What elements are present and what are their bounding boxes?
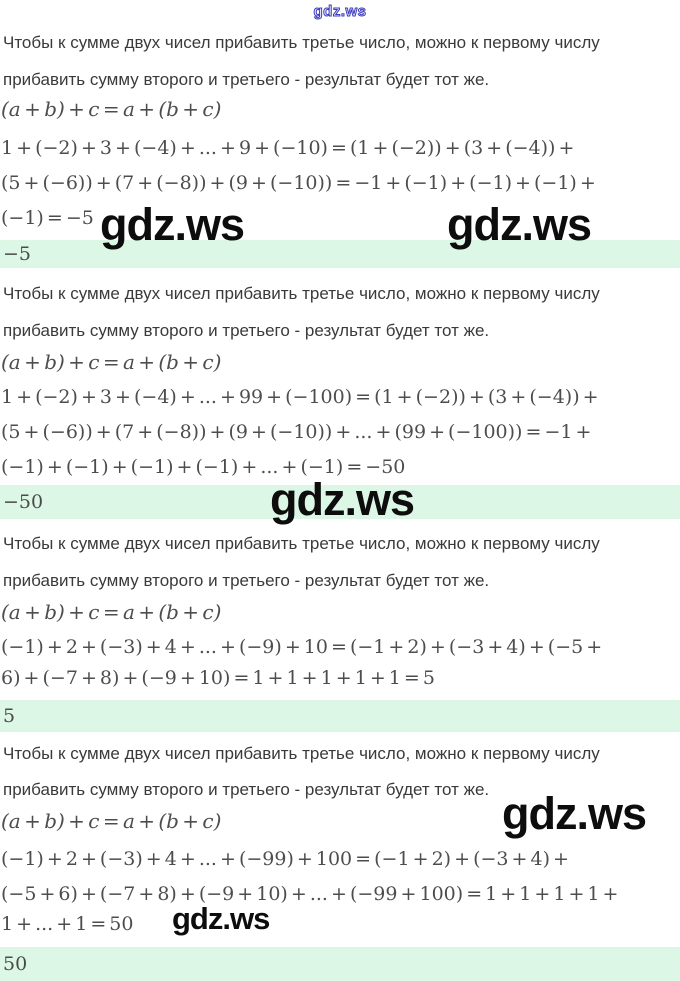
- associativity-formula: (a + b) + c = a + (b + c): [1, 350, 222, 374]
- answer-band: 50: [0, 947, 680, 981]
- associativity-formula: (a + b) + c = a + (b + c): [1, 600, 222, 624]
- equation-line: (−1) + 2 + (−3) + 4 + ... + (−9) + 10 = …: [1, 636, 603, 658]
- equation-line: (−1) + 2 + (−3) + 4 + ... + (−99) + 100 …: [1, 848, 569, 870]
- rule-text-line2: прибавить сумму второго и третьего - рез…: [3, 571, 490, 590]
- answer-band: −50: [0, 485, 680, 519]
- equation-line: 6) + (−7 + 8) + (−9 + 10) = 1 + 1 + 1 + …: [1, 667, 435, 689]
- rule-text-line1: Чтобы к сумме двух чисел прибавить треть…: [3, 534, 600, 553]
- associativity-formula: (a + b) + c = a + (b + c): [1, 97, 222, 121]
- answer-value: −5: [3, 243, 32, 265]
- answer-value: 5: [3, 705, 16, 727]
- site-watermark: gdz.ws: [270, 474, 415, 525]
- rule-text-line2: прибавить сумму второго и третьего - рез…: [3, 780, 490, 799]
- equation-line: 1 + (−2) + 3 + (−4) + ... + 99 + (−100) …: [1, 386, 599, 408]
- answer-value: −50: [3, 491, 44, 513]
- answer-band: 5: [0, 700, 680, 732]
- equation-line: (5 + (−6)) + (7 + (−8)) + (9 + (−10)) + …: [1, 421, 592, 443]
- equation-line: (−5 + 6) + (−7 + 8) + (−9 + 10) + ... + …: [1, 883, 619, 905]
- rule-text-line1: Чтобы к сумме двух чисел прибавить треть…: [3, 284, 600, 303]
- site-watermark: gdz.ws: [447, 199, 592, 250]
- site-watermark: gdz.ws: [172, 901, 270, 936]
- equation-line: (5 + (−6)) + (7 + (−8)) + (9 + (−10)) = …: [1, 172, 596, 194]
- rule-text-line1: Чтобы к сумме двух чисел прибавить треть…: [3, 33, 600, 52]
- site-watermark-top: gdz.ws: [313, 3, 367, 21]
- equation-line: 1 + (−2) + 3 + (−4) + ... + 9 + (−10) = …: [1, 137, 575, 159]
- site-watermark: gdz.ws: [502, 788, 647, 839]
- rule-text-line2: прибавить сумму второго и третьего - рез…: [3, 70, 490, 89]
- answer-value: 50: [3, 953, 28, 975]
- associativity-formula: (a + b) + c = a + (b + c): [1, 809, 222, 833]
- rule-text-line1: Чтобы к сумме двух чисел прибавить треть…: [3, 744, 600, 763]
- equation-line: (−1) + (−1) + (−1) + (−1) + ... + (−1) =…: [1, 456, 406, 478]
- equation-line: 1 + ... + 1 = 50: [1, 913, 134, 935]
- site-watermark: gdz.ws: [100, 199, 245, 250]
- equation-line: (−1) = −5: [1, 207, 94, 229]
- rule-text-line2: прибавить сумму второго и третьего - рез…: [3, 321, 490, 340]
- answer-band: −5: [0, 240, 680, 268]
